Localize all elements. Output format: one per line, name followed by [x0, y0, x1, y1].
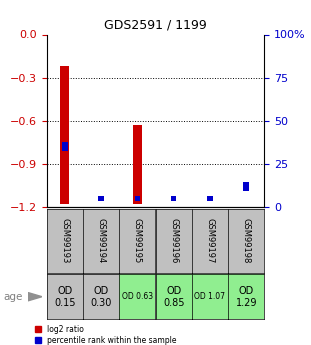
Text: GSM99197: GSM99197: [206, 218, 214, 263]
Text: GSM99193: GSM99193: [60, 218, 69, 263]
Text: OD 1.07: OD 1.07: [194, 292, 225, 301]
Text: OD 0.63: OD 0.63: [122, 292, 153, 301]
Text: GSM99196: GSM99196: [169, 218, 178, 263]
Legend: log2 ratio, percentile rank within the sample: log2 ratio, percentile rank within the s…: [35, 325, 177, 345]
Bar: [135, 196, 140, 200]
Text: OD
0.30: OD 0.30: [91, 286, 112, 307]
Text: GSM99194: GSM99194: [97, 218, 105, 263]
Text: age: age: [3, 292, 22, 302]
Bar: [98, 196, 104, 200]
Text: OD
0.85: OD 0.85: [163, 286, 184, 307]
Text: OD
1.29: OD 1.29: [235, 286, 257, 307]
Bar: [62, 142, 67, 151]
Text: OD
0.15: OD 0.15: [54, 286, 76, 307]
Text: GSM99195: GSM99195: [133, 218, 142, 263]
Bar: [244, 182, 249, 190]
Bar: [171, 196, 176, 200]
Bar: [60, 66, 69, 204]
Bar: [207, 196, 213, 200]
Polygon shape: [28, 293, 42, 301]
Text: GSM99198: GSM99198: [242, 218, 251, 263]
Bar: [133, 125, 142, 204]
Title: GDS2591 / 1199: GDS2591 / 1199: [104, 19, 207, 32]
